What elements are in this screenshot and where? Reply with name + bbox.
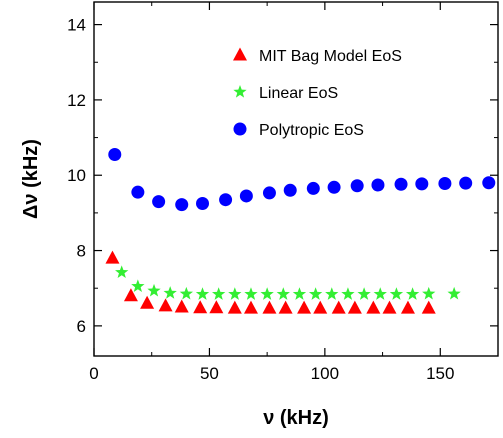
data-point-circle — [175, 198, 189, 212]
data-point-circle — [239, 189, 253, 203]
data-point-star — [373, 287, 387, 300]
x-tick-label: 150 — [426, 364, 454, 383]
series-triangle-points — [105, 250, 436, 314]
data-point-triangle — [297, 300, 312, 314]
data-point-star — [405, 287, 420, 300]
data-point-triangle — [158, 298, 173, 312]
data-point-triangle — [243, 300, 258, 314]
data-point-triangle — [400, 300, 415, 314]
x-tick-label: 100 — [311, 364, 339, 383]
legend-marker-circle — [233, 122, 247, 136]
data-point-circle — [108, 148, 122, 162]
series-circle-points — [108, 148, 496, 212]
data-point-circle — [371, 178, 385, 192]
data-point-triangle — [278, 300, 293, 314]
data-point-circle — [262, 186, 276, 200]
data-point-star — [260, 287, 274, 300]
data-point-triangle — [366, 300, 381, 314]
x-tick-label: 0 — [89, 364, 98, 383]
data-point-circle — [459, 176, 473, 190]
data-point-circle — [306, 181, 320, 195]
data-point-star — [276, 287, 290, 300]
y-tick-label: 8 — [77, 242, 86, 261]
data-point-star — [389, 287, 404, 300]
x-axis-title: ν (kHz) — [263, 407, 329, 429]
data-point-triangle — [209, 300, 224, 314]
data-point-star — [244, 287, 258, 300]
y-tick-label: 6 — [77, 317, 86, 336]
data-point-circle — [350, 179, 364, 193]
y-tick-label: 14 — [67, 16, 86, 35]
plot-frame — [93, 1, 499, 357]
data-point-triangle — [421, 300, 436, 314]
data-point-triangle — [123, 288, 138, 302]
data-point-circle — [394, 177, 408, 191]
data-point-star — [357, 287, 371, 300]
data-point-star — [115, 265, 129, 279]
legend-marker-star — [233, 85, 247, 98]
data-point-star — [447, 286, 461, 300]
data-point-triangle — [174, 299, 189, 313]
data-point-triangle — [140, 295, 155, 309]
data-point-star — [228, 287, 242, 300]
data-point-star — [325, 287, 339, 300]
data-point-star — [422, 286, 436, 300]
data-point-circle — [482, 176, 496, 190]
data-point-star — [195, 287, 210, 300]
data-point-triangle — [347, 300, 362, 314]
data-point-star — [341, 287, 355, 300]
legend-label: Linear EoS — [259, 85, 338, 102]
data-point-star — [163, 286, 177, 299]
x-tick-label: 50 — [200, 364, 219, 383]
plot-marks — [105, 148, 496, 314]
legend: MIT Bag Model EoS Linear EoS Polytropic Eo… — [233, 47, 402, 139]
data-point-circle — [152, 195, 166, 209]
data-point-circle — [131, 185, 145, 199]
data-point-circle — [283, 183, 297, 197]
data-point-triangle — [382, 300, 397, 314]
data-point-star — [179, 286, 193, 300]
data-point-star — [292, 287, 307, 300]
data-point-circle — [415, 177, 429, 191]
y-tick-label: 10 — [67, 166, 86, 185]
data-point-circle — [438, 177, 452, 191]
data-point-triangle — [105, 250, 120, 264]
data-point-star — [308, 287, 323, 300]
legend-marker-triangle — [233, 47, 247, 61]
series-star-points — [115, 265, 461, 300]
y-axis-title: Δν (kHz) — [20, 139, 42, 219]
data-point-triangle — [262, 300, 277, 314]
data-point-triangle — [313, 300, 328, 314]
data-point-circle — [327, 180, 341, 194]
data-point-star — [212, 287, 226, 300]
axis-ticks: 0 50 100 150 6 8 10 12 14 — [67, 2, 498, 383]
data-point-star — [147, 283, 161, 297]
data-point-triangle — [227, 300, 242, 314]
legend-label: MIT Bag Model EoS — [259, 48, 402, 65]
data-point-triangle — [331, 300, 346, 314]
data-point-star — [131, 279, 145, 292]
y-tick-label: 12 — [67, 91, 86, 110]
data-point-circle — [219, 193, 233, 207]
data-point-circle — [196, 196, 210, 210]
data-point-triangle — [193, 300, 208, 314]
legend-label: Polytropic EoS — [259, 122, 364, 139]
